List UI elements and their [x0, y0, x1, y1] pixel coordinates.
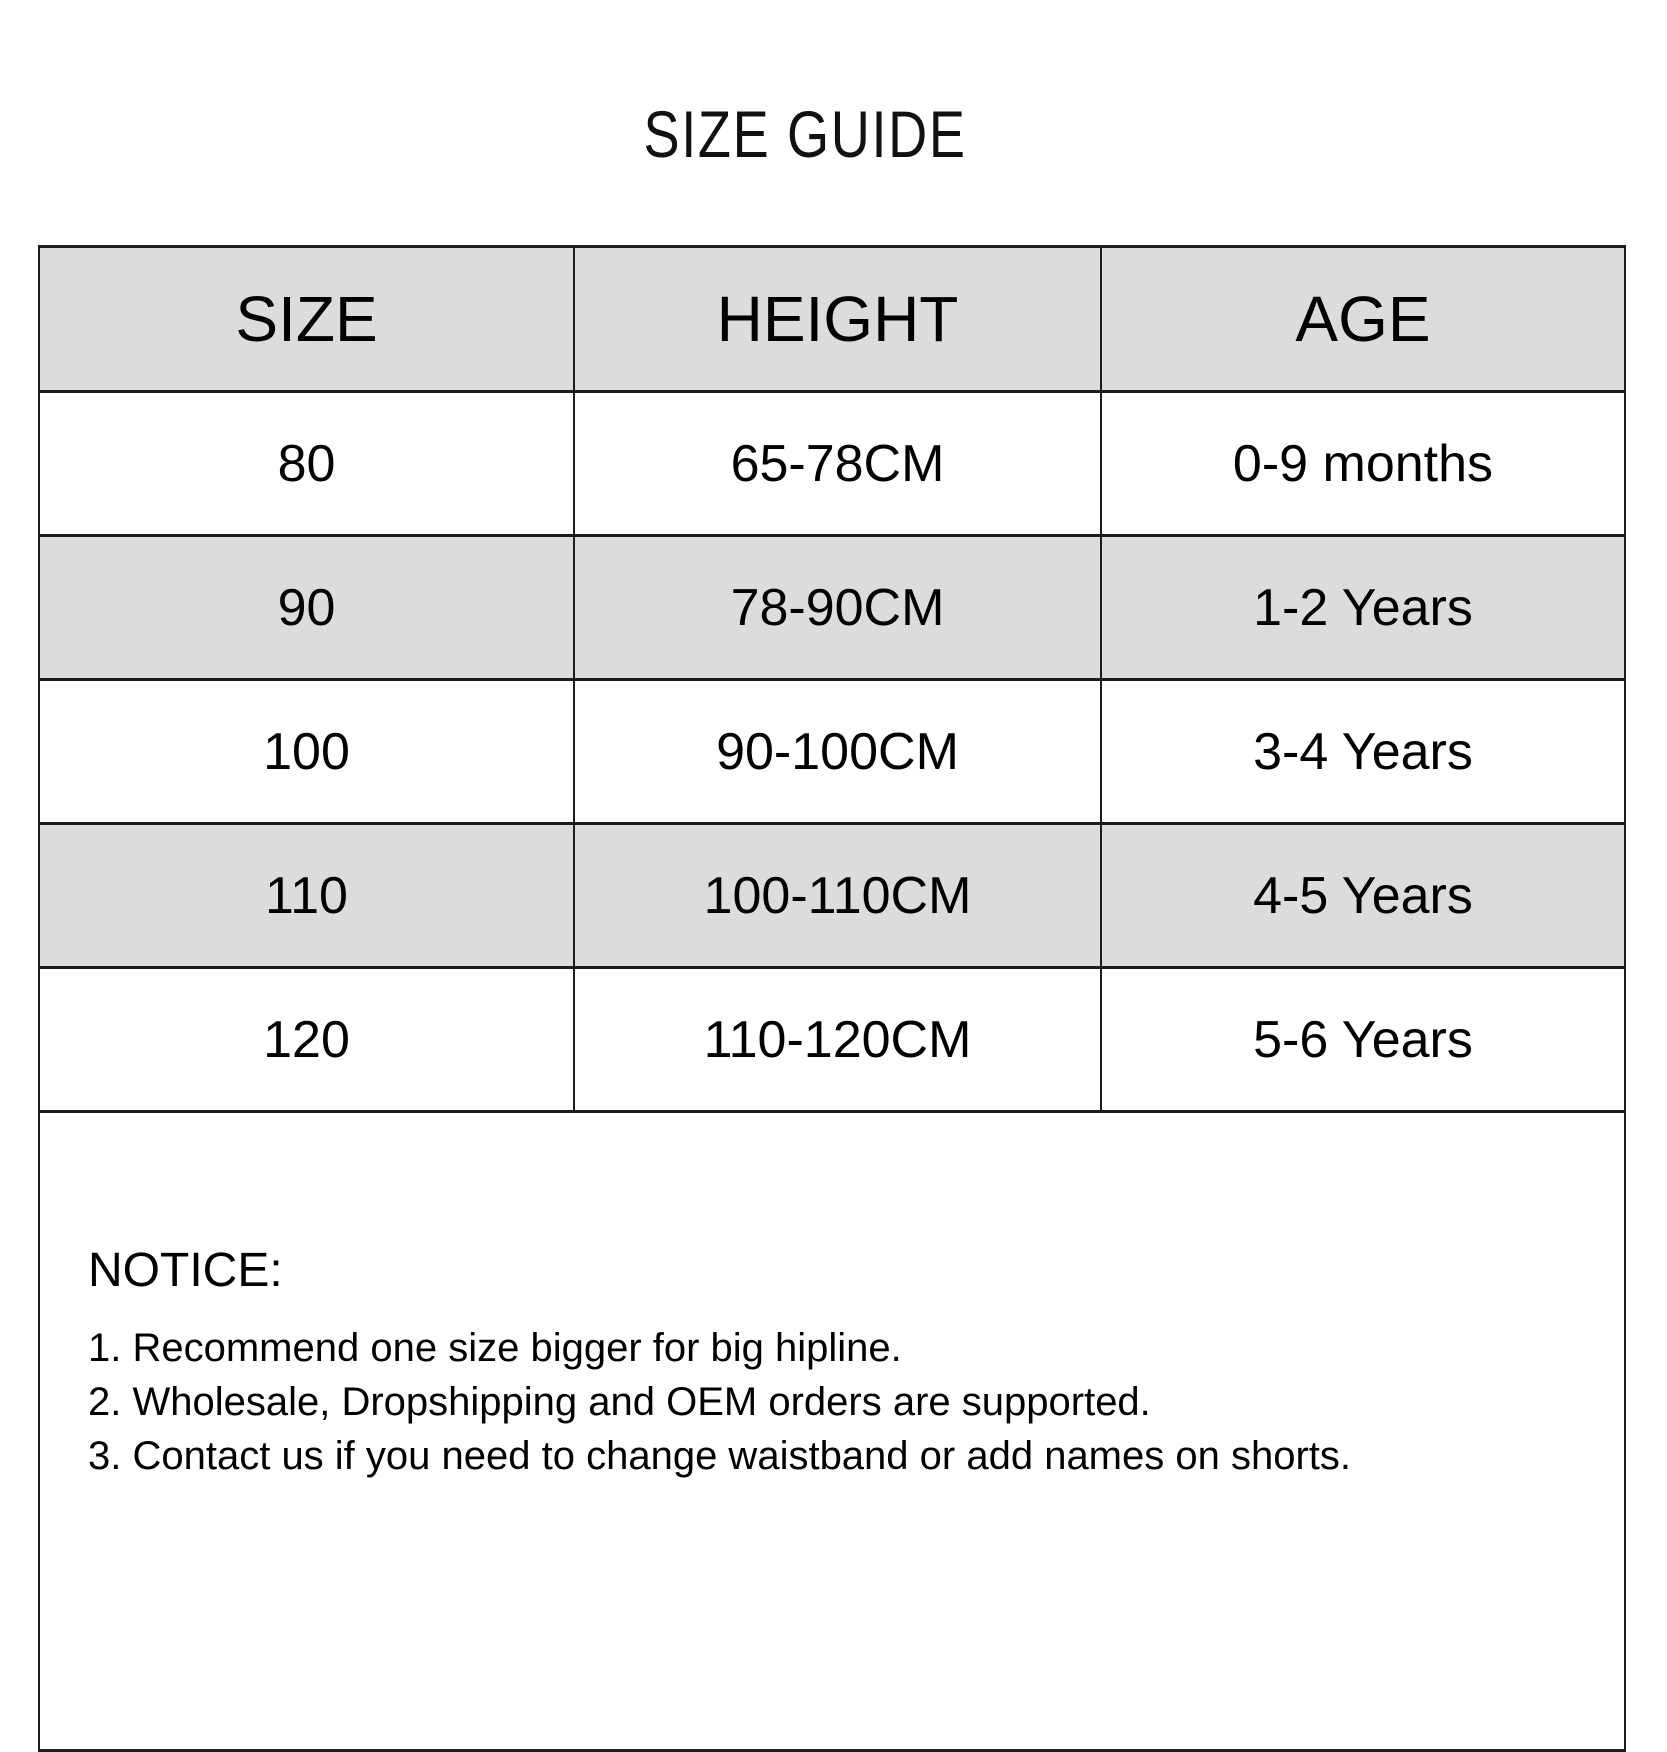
- height-value: 110-120CM: [573, 966, 1102, 1113]
- age-value: 0-9 months: [1100, 390, 1626, 537]
- table-row: 120 110-120CM 5-6 Years: [38, 966, 1626, 1113]
- height-value: 65-78CM: [573, 390, 1102, 537]
- notice-heading: NOTICE:: [88, 1244, 283, 1297]
- notice-item: 1. Recommend one size bigger for big hip…: [88, 1326, 902, 1370]
- age-value: 3-4 Years: [1100, 678, 1626, 825]
- size-value: 90: [38, 534, 575, 681]
- size-value: 80: [38, 390, 575, 537]
- table-row: 100 90-100CM 3-4 Years: [38, 678, 1626, 825]
- title-row: SIZE GUIDE: [0, 96, 1610, 172]
- table-row: 80 65-78CM 0-9 months: [38, 390, 1626, 537]
- table-row: 110 100-110CM 4-5 Years: [38, 822, 1626, 969]
- notice-item: 3. Contact us if you need to change wais…: [88, 1434, 1352, 1478]
- table-row: 90 78-90CM 1-2 Years: [38, 534, 1626, 681]
- size-value: 100: [38, 678, 575, 825]
- notice-row: NOTICE: 1. Recommend one size bigger for…: [38, 1110, 1626, 1752]
- size-guide-table: SIZE HEIGHT AGE 80 65-78CM 0-9 months 90…: [38, 245, 1626, 1752]
- height-value: 100-110CM: [573, 822, 1102, 969]
- notice-section: NOTICE: 1. Recommend one size bigger for…: [38, 1110, 1626, 1752]
- column-header-size: SIZE: [38, 245, 575, 393]
- column-header-age: AGE: [1100, 245, 1626, 393]
- column-header-height: HEIGHT: [573, 245, 1102, 393]
- age-value: 1-2 Years: [1100, 534, 1626, 681]
- height-value: 90-100CM: [573, 678, 1102, 825]
- header-row: SIZE HEIGHT AGE: [38, 245, 1626, 393]
- age-value: 5-6 Years: [1100, 966, 1626, 1113]
- age-value: 4-5 Years: [1100, 822, 1626, 969]
- size-value: 120: [38, 966, 575, 1113]
- size-value: 110: [38, 822, 575, 969]
- height-value: 78-90CM: [573, 534, 1102, 681]
- notice-item: 2. Wholesale, Dropshipping and OEM order…: [88, 1380, 1151, 1424]
- page-title: SIZE GUIDE: [643, 97, 967, 171]
